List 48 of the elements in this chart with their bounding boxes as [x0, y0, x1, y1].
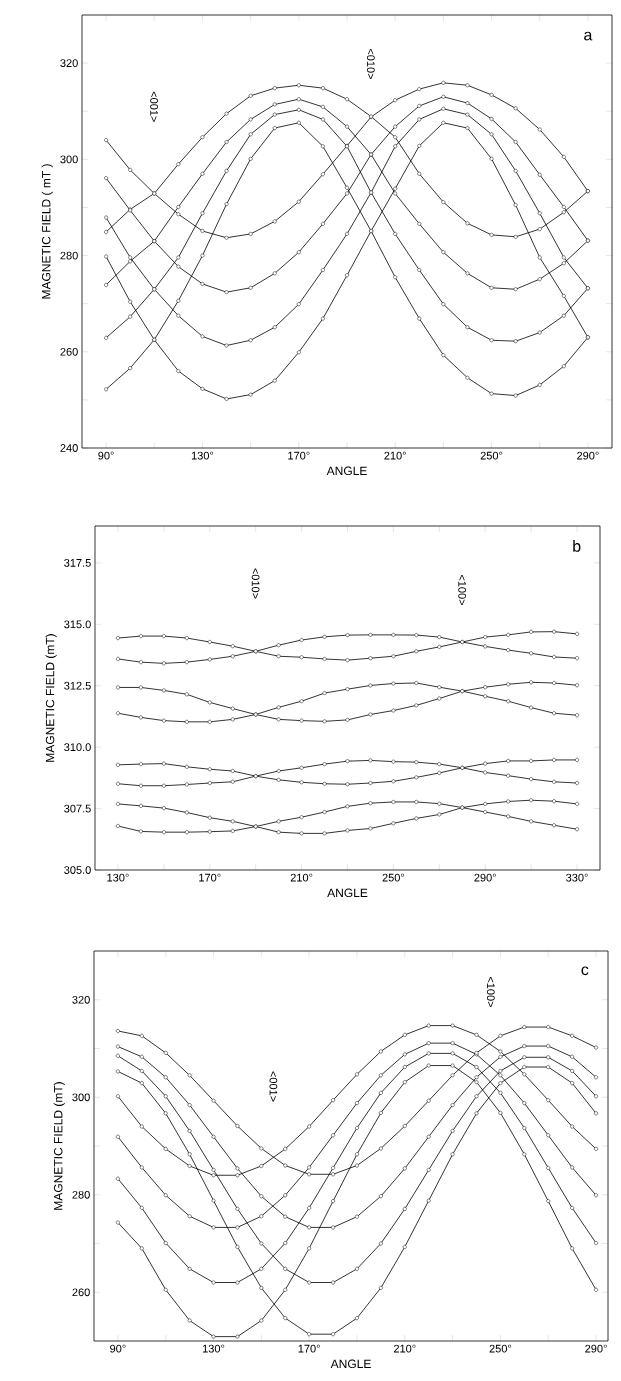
y-axis-title: MAGNETIC FIELD (mT)	[45, 634, 57, 762]
x-tick-label: 130°	[107, 873, 129, 882]
x-tick-label: 130°	[202, 1344, 225, 1353]
y-tick-label: 260	[60, 347, 78, 356]
y-tick-label: 240	[60, 444, 78, 452]
x-tick-label: 290°	[577, 451, 599, 460]
y-axis-title: MAGNETIC FIELD (mT)	[53, 1082, 65, 1210]
annotation: b	[573, 540, 581, 552]
x-tick-label: 250°	[382, 873, 405, 882]
x-tick-label: 210°	[290, 873, 313, 882]
x-tick-label: 290°	[585, 1344, 607, 1353]
annotation: <001>	[150, 91, 158, 122]
x-tick-label: 130°	[191, 451, 214, 460]
annotation: <100>	[458, 574, 467, 606]
x-tick-label: 170°	[298, 1344, 320, 1353]
annotation: a	[584, 31, 593, 41]
annotation: <010>	[251, 568, 260, 599]
y-tick-label: 280	[72, 1190, 90, 1199]
y-tick-label: 312.5	[64, 681, 91, 690]
y-tick-label: 310.0	[64, 743, 91, 752]
y-tick-label: 307.5	[64, 804, 91, 813]
y-tick-label: 305.0	[64, 866, 91, 874]
x-axis-title: ANGLE	[327, 888, 368, 898]
y-tick-label: 320	[60, 59, 78, 68]
y-tick-label: 300	[72, 1093, 90, 1102]
x-tick-label: 170°	[288, 451, 310, 460]
x-tick-label: 90°	[98, 451, 114, 460]
x-tick-label: 290°	[474, 873, 496, 882]
y-tick-label: 317.5	[64, 558, 91, 567]
annotation: <100>	[486, 976, 495, 1008]
y-tick-label: 300	[60, 155, 78, 164]
x-axis-title: ANGLE	[330, 1359, 371, 1369]
y-tick-label: 260	[72, 1288, 90, 1297]
x-tick-label: 250°	[489, 1344, 512, 1353]
x-tick-label: 210°	[393, 1344, 416, 1353]
annotation: <010>	[366, 48, 375, 79]
y-tick-label: 320	[72, 995, 90, 1004]
annotation: c	[581, 966, 589, 976]
y-axis-title: MAGNETIC FIELD ( mT )	[41, 164, 53, 299]
x-tick-label: 330°	[566, 873, 588, 882]
y-tick-label: 315.0	[64, 620, 91, 629]
x-tick-label: 170°	[199, 873, 221, 882]
x-tick-label: 210°	[384, 451, 406, 460]
x-axis-title: ANGLE	[326, 466, 367, 476]
y-tick-label: 280	[60, 251, 78, 260]
x-tick-label: 250°	[480, 451, 503, 460]
annotation: <001>	[269, 1071, 278, 1102]
x-tick-label: 90°	[110, 1344, 126, 1353]
